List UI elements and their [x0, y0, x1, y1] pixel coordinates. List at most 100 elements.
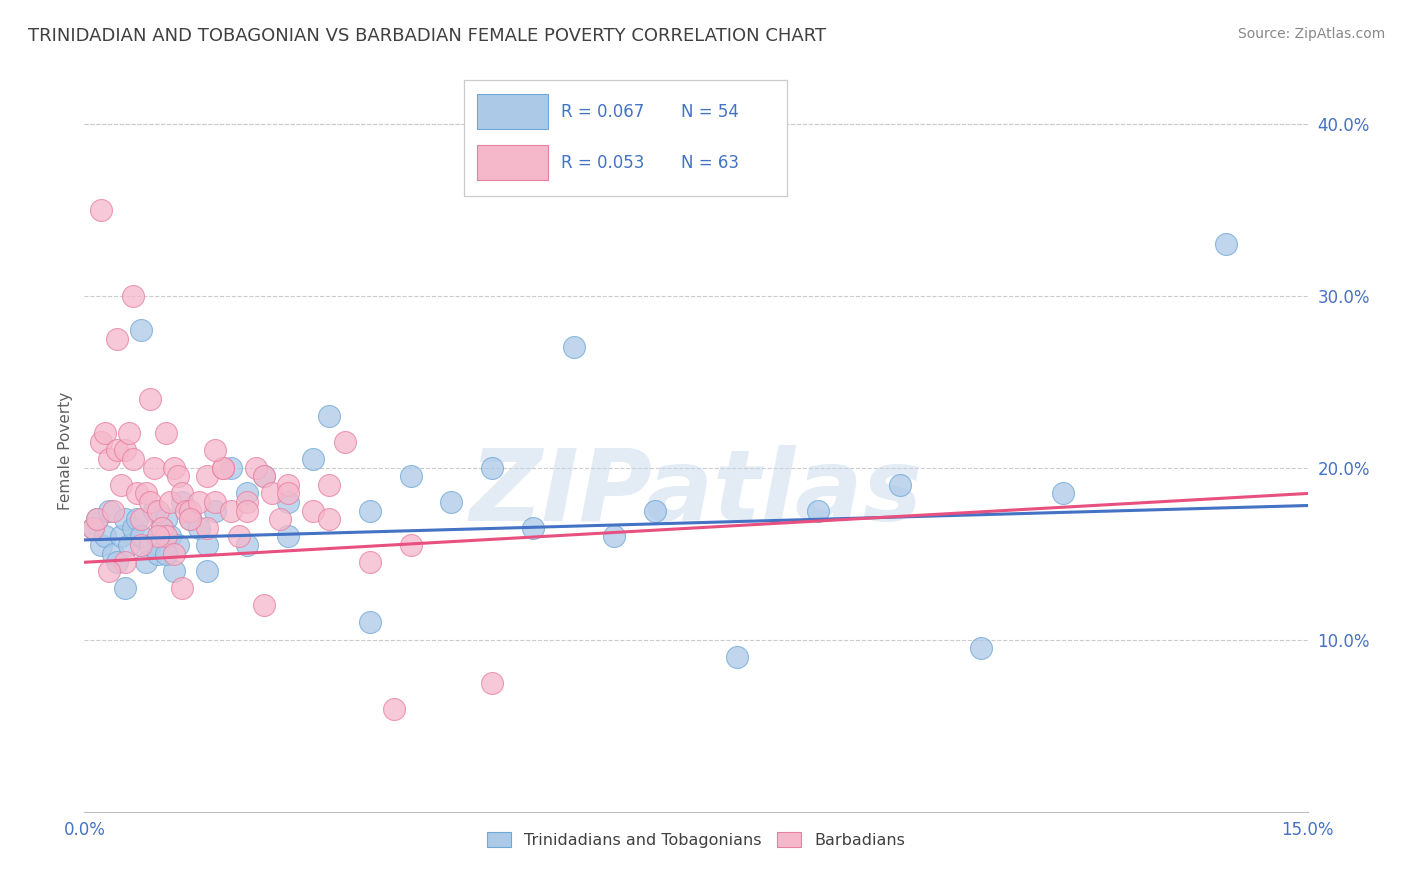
Point: [195, 521, 218, 535]
Point: [174, 503, 197, 517]
Point: [253, 469, 276, 483]
Point: [277, 495, 299, 509]
Point: [195, 538, 218, 552]
Point: [335, 434, 357, 449]
Point: [179, 512, 201, 526]
Point: [114, 512, 136, 526]
Point: [142, 503, 165, 517]
Point: [93, 426, 115, 441]
Point: [204, 495, 226, 509]
Point: [277, 529, 299, 543]
Point: [155, 529, 177, 543]
Point: [105, 443, 128, 458]
Point: [138, 392, 160, 406]
Point: [277, 478, 299, 492]
Point: [236, 503, 259, 517]
Point: [101, 503, 124, 517]
Point: [138, 495, 160, 509]
Point: [277, 486, 299, 500]
Point: [301, 452, 323, 467]
Point: [131, 529, 153, 543]
Point: [114, 555, 136, 569]
Point: [359, 555, 381, 569]
Point: [150, 521, 173, 535]
Point: [131, 512, 153, 526]
Point: [86, 512, 108, 526]
Point: [155, 547, 177, 561]
Point: [146, 547, 169, 561]
Point: [172, 495, 194, 509]
Text: R = 0.067: R = 0.067: [561, 103, 644, 120]
Point: [172, 581, 194, 595]
Text: N = 54: N = 54: [681, 103, 738, 120]
Point: [101, 547, 124, 561]
Text: R = 0.053: R = 0.053: [561, 153, 644, 171]
Point: [90, 202, 112, 217]
Point: [110, 478, 132, 492]
Point: [318, 409, 340, 423]
Point: [359, 615, 381, 630]
Point: [97, 564, 120, 578]
Point: [204, 443, 226, 458]
Point: [155, 426, 177, 441]
Point: [253, 469, 276, 483]
Point: [236, 495, 259, 509]
Point: [159, 495, 181, 509]
Point: [889, 478, 911, 492]
Point: [105, 332, 128, 346]
Text: ZIPatlas: ZIPatlas: [470, 445, 922, 542]
Point: [118, 426, 141, 441]
Point: [245, 460, 267, 475]
Point: [114, 443, 136, 458]
Point: [1215, 237, 1237, 252]
Point: [212, 460, 235, 475]
Point: [481, 460, 503, 475]
Point: [138, 538, 160, 552]
Point: [146, 503, 169, 517]
Point: [179, 512, 201, 526]
Point: [399, 469, 422, 483]
Text: TRINIDADIAN AND TOBAGONIAN VS BARBADIAN FEMALE POVERTY CORRELATION CHART: TRINIDADIAN AND TOBAGONIAN VS BARBADIAN …: [28, 27, 827, 45]
Point: [163, 460, 186, 475]
Point: [318, 478, 340, 492]
Point: [359, 503, 381, 517]
Point: [399, 538, 422, 552]
Point: [131, 538, 153, 552]
Point: [187, 521, 209, 535]
Point: [725, 649, 748, 664]
Bar: [477, 145, 548, 180]
Point: [204, 503, 226, 517]
Point: [122, 521, 145, 535]
Point: [82, 521, 104, 535]
Point: [187, 495, 209, 509]
Point: [90, 538, 112, 552]
Point: [219, 503, 242, 517]
Point: [146, 529, 169, 543]
Point: [1052, 486, 1074, 500]
Point: [219, 460, 242, 475]
Point: [110, 529, 132, 543]
Point: [440, 495, 463, 509]
Point: [481, 675, 503, 690]
Point: [195, 564, 218, 578]
Point: [155, 512, 177, 526]
Bar: [477, 95, 548, 129]
Point: [195, 469, 218, 483]
Point: [522, 521, 544, 535]
Point: [603, 529, 626, 543]
Point: [159, 529, 181, 543]
Point: [970, 641, 993, 656]
Point: [167, 469, 190, 483]
Point: [179, 503, 201, 517]
Point: [212, 460, 235, 475]
Point: [236, 486, 259, 500]
Point: [131, 323, 153, 337]
Point: [562, 340, 585, 354]
Point: [236, 538, 259, 552]
Point: [150, 521, 173, 535]
Point: [93, 529, 115, 543]
Point: [127, 486, 149, 500]
Point: [142, 460, 165, 475]
Point: [97, 503, 120, 517]
Point: [122, 288, 145, 302]
